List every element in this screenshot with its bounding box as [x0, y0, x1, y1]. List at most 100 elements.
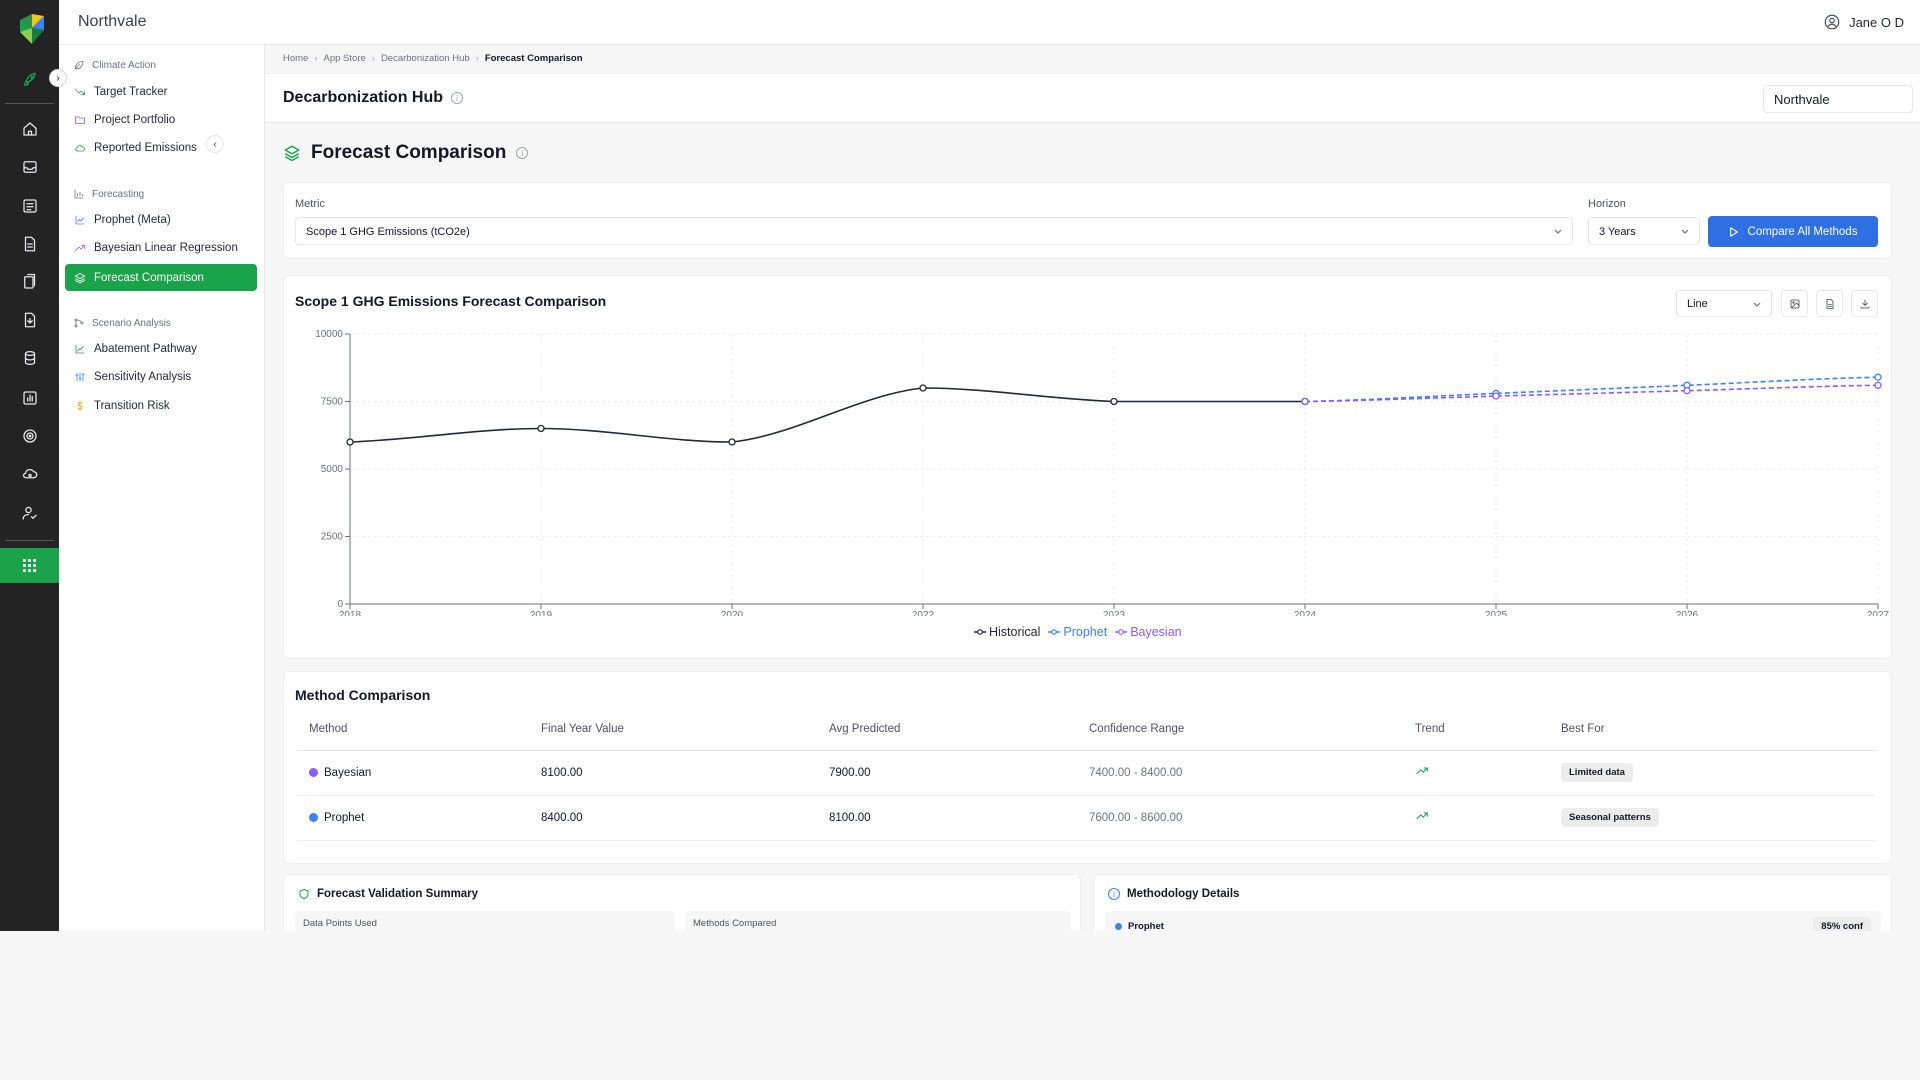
x-tick-label: 2018: [339, 610, 362, 616]
app-grid-icon[interactable]: [0, 548, 59, 583]
cloud-settings-icon[interactable]: [18, 462, 42, 486]
user-menu[interactable]: Jane O D: [1823, 13, 1904, 31]
y-tick-label: 0: [337, 599, 343, 610]
collapse-sidebar-button[interactable]: ‹: [206, 135, 224, 153]
page-title: Forecast Comparison i: [283, 142, 529, 164]
ledger-icon[interactable]: [18, 194, 42, 218]
metric-select[interactable]: Scope 1 GHG Emissions (tCO2e): [295, 217, 1573, 245]
trending-up-icon: [1416, 767, 1428, 775]
export-pdf-button[interactable]: [1816, 290, 1843, 317]
legend-item-bayesian[interactable]: Bayesian: [1115, 625, 1182, 639]
sidebar-item-sensitivity-analysis[interactable]: Sensitivity Analysis: [65, 363, 257, 390]
info-icon[interactable]: i: [516, 147, 529, 159]
legend-marker-prophet: [1048, 629, 1061, 635]
trend-cell: [1403, 795, 1549, 841]
method-cell: Bayesian: [297, 750, 529, 796]
line-chart-icon: [75, 215, 85, 224]
confidence-badge: 85% conf: [1813, 916, 1871, 931]
chart-title: Scope 1 GHG Emissions Forecast Compariso…: [295, 293, 607, 309]
breadcrumb-current: Forecast Comparison: [484, 53, 583, 64]
breadcrumb: Home › App Store › Decarbonization Hub › Fo…: [283, 53, 583, 64]
best-for-badge: Seasonal patterns: [1561, 808, 1659, 827]
play-icon: [1729, 226, 1738, 237]
chevron-down-icon: [1554, 229, 1562, 234]
compare-all-methods-button[interactable]: Compare All Methods: [1708, 216, 1878, 247]
column-header-trend: Trend: [1403, 708, 1549, 751]
column-header-avg-predicted: Avg Predicted: [817, 708, 1077, 751]
expand-rail-button[interactable]: ›: [49, 69, 67, 87]
breadcrumb-separator: ›: [314, 53, 318, 64]
cloud-icon: [75, 144, 85, 151]
chevron-down-icon: [1753, 302, 1761, 307]
leaf-icon: [75, 61, 84, 70]
method-comparison-title: Method Comparison: [295, 687, 431, 703]
home-icon[interactable]: [18, 117, 42, 141]
rocket-icon[interactable]: [18, 68, 42, 92]
method-color-dot: [1115, 922, 1122, 930]
data-point-prophet: [1874, 373, 1882, 381]
confidence-range-cell: 7400.00 - 8400.00: [1077, 750, 1403, 796]
legend-marker-bayesian: [1115, 629, 1128, 635]
document-icon[interactable]: [18, 232, 42, 256]
sidebar-item-prophet-meta[interactable]: Prophet (Meta): [65, 206, 257, 233]
data-point-historical: [346, 438, 354, 446]
trending-up-icon: [1416, 812, 1428, 820]
confidence-range-cell: 7600.00 - 8600.00: [1077, 795, 1403, 841]
data-point-bayesian: [1492, 392, 1500, 400]
app-logo[interactable]: [18, 14, 46, 44]
inbox-icon[interactable]: [18, 155, 42, 179]
breadcrumb-app-store[interactable]: App Store: [323, 53, 366, 64]
sidebar-item-abatement-pathway[interactable]: Abatement Pathway: [65, 335, 257, 362]
target-icon[interactable]: [18, 424, 42, 448]
organization-input[interactable]: [1763, 85, 1913, 113]
sidebar-item-bayesian-linear-regression[interactable]: Bayesian Linear Regression: [65, 234, 257, 261]
download-button[interactable]: [1851, 290, 1878, 317]
database-icon[interactable]: [18, 346, 42, 370]
hub-header: Decarbonization Hub i: [265, 73, 1920, 123]
x-tick-label: 2022: [912, 610, 935, 616]
final-year-value-cell: 8400.00: [529, 795, 817, 841]
method-color-dot: [309, 812, 318, 822]
breadcrumb-decarbonization-hub[interactable]: Decarbonization Hub: [380, 53, 470, 64]
export-image-button[interactable]: [1781, 290, 1808, 317]
app-rail: [0, 0, 59, 931]
forecast-chart-card: Scope 1 GHG Emissions Forecast Compariso…: [283, 275, 1892, 659]
x-tick-label: 2020: [721, 610, 744, 616]
layers-icon: [284, 145, 300, 162]
horizon-select[interactable]: 3 Years: [1588, 217, 1700, 245]
bar-chart-icon[interactable]: [18, 386, 42, 410]
x-tick-label: 2026: [1676, 610, 1699, 616]
sidebar-item-forecast-comparison[interactable]: Forecast Comparison: [65, 264, 257, 291]
data-point-historical: [537, 424, 545, 433]
empty-background: [0, 931, 1920, 1080]
sidebar: Climate Action Target Tracker Project Po…: [59, 45, 265, 931]
sidebar-group-forecasting: Forecasting: [73, 188, 144, 200]
chart-type-select[interactable]: Line: [1676, 290, 1772, 317]
methodology-item[interactable]: Prophet 85% conf: [1105, 911, 1881, 931]
legend-item-historical[interactable]: Historical: [974, 625, 1040, 639]
info-icon[interactable]: i: [451, 92, 464, 104]
files-icon[interactable]: [18, 270, 42, 294]
table-row[interactable]: Prophet 8400.00 8100.00 7600.00 - 8600.0…: [297, 795, 1875, 841]
export-file-icon[interactable]: [18, 308, 42, 332]
y-tick-label: 10000: [315, 329, 343, 340]
sidebar-item-target-tracker[interactable]: Target Tracker: [65, 78, 257, 105]
legend-item-prophet[interactable]: Prophet: [1048, 625, 1107, 639]
user-check-icon[interactable]: [18, 501, 42, 525]
table-row[interactable]: Bayesian 8100.00 7900.00 7400.00 - 8400.…: [297, 750, 1875, 796]
best-for-cell: Seasonal patterns: [1549, 795, 1875, 841]
file-icon: [1826, 298, 1833, 309]
forecast-controls-card: Metric Scope 1 GHG Emissions (tCO2e) Hor…: [283, 182, 1892, 259]
series-line-historical: [349, 387, 1305, 443]
data-point-bayesian: [1874, 381, 1882, 389]
breadcrumb-home[interactable]: Home: [283, 53, 309, 64]
sidebar-item-reported-emissions[interactable]: Reported Emissions: [65, 134, 257, 161]
info-icon: i: [1108, 888, 1120, 900]
branch-icon: [74, 318, 84, 328]
sidebar-item-project-portfolio[interactable]: Project Portfolio: [65, 106, 257, 133]
user-circle-icon: [1824, 14, 1840, 30]
sidebar-item-transition-risk[interactable]: Transition Risk: [65, 392, 257, 419]
x-tick-label: 2025: [1485, 610, 1508, 616]
chevron-down-icon: [1681, 229, 1689, 234]
rail-divider: [5, 103, 54, 104]
